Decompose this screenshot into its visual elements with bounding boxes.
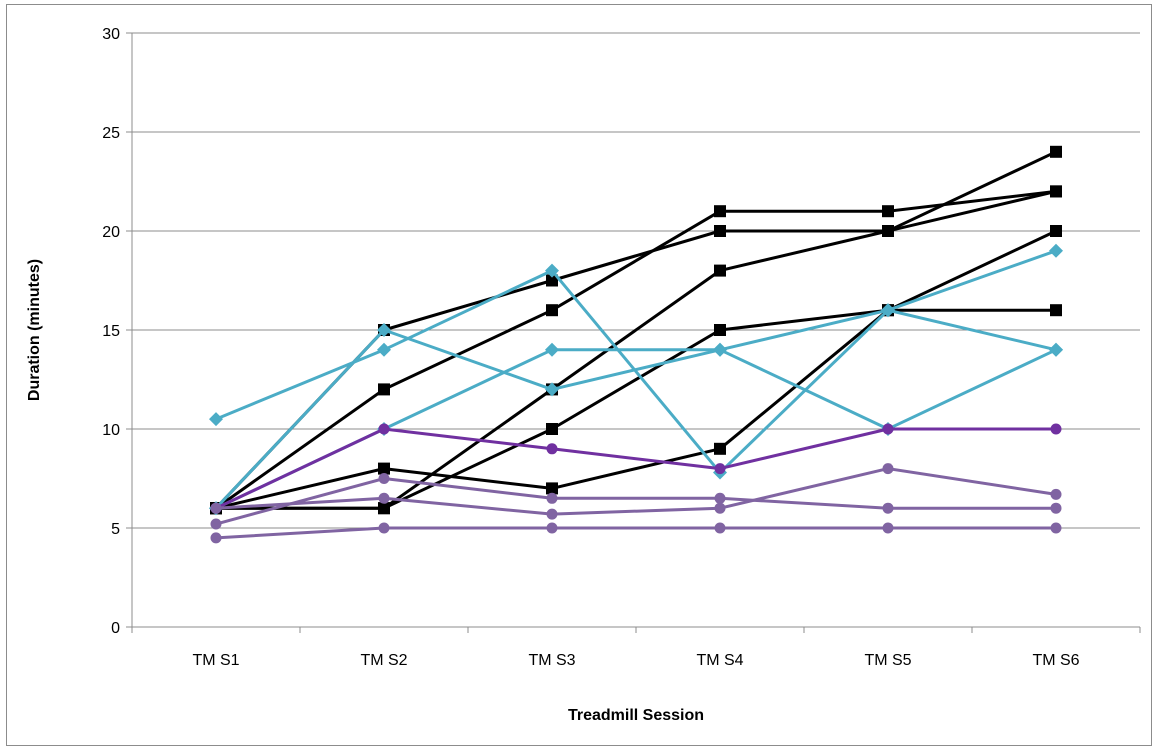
- data-point-circle: [882, 423, 894, 435]
- data-point-square: [546, 274, 558, 287]
- series-line: [215, 467, 1057, 516]
- data-point-diamond: [377, 323, 391, 337]
- x-tick-label: TM S5: [864, 652, 911, 669]
- data-point-diamond: [1049, 243, 1063, 258]
- y-tick-label: 5: [111, 521, 120, 538]
- data-point-diamond: [545, 382, 559, 397]
- series-7: [209, 323, 1063, 516]
- series-line: [215, 269, 1057, 475]
- series-12: [210, 522, 1062, 544]
- data-point-square: [714, 442, 726, 455]
- x-tick-labels: TM S1 TM S2 TM S3 TM S4 TM S5 TM S6: [131, 627, 1141, 669]
- data-point-square: [714, 324, 726, 336]
- x-tick-label: TM S1: [192, 652, 239, 669]
- data-point-circle: [378, 423, 390, 435]
- data-point-square: [1050, 304, 1062, 317]
- y-axis-title: Duration (minutes): [26, 259, 43, 401]
- data-point-square: [1050, 225, 1062, 237]
- data-point-circle: [546, 522, 558, 534]
- data-point-circle: [882, 463, 894, 475]
- series-line: [215, 477, 1056, 526]
- chart-frame: [6, 4, 1152, 746]
- y-tick-label: 20: [102, 224, 120, 241]
- y-tick-label: 15: [102, 323, 120, 340]
- data-point-circle: [210, 518, 222, 530]
- data-point-circle: [882, 522, 894, 534]
- data-point-square: [882, 205, 894, 218]
- data-point-circle: [378, 522, 390, 534]
- data-point-circle: [714, 492, 726, 504]
- data-point-circle: [546, 492, 558, 504]
- x-tick-label: TM S3: [528, 652, 575, 669]
- data-point-diamond: [1049, 342, 1063, 357]
- y-tick-label: 0: [111, 620, 120, 637]
- data-point-circle: [546, 443, 558, 455]
- y-tick-label: 10: [102, 422, 120, 439]
- x-tick-label: TM S6: [1032, 652, 1079, 669]
- data-point-circle: [714, 522, 726, 534]
- series-6: [209, 263, 1063, 480]
- data-point-square: [714, 264, 726, 277]
- data-point-circle: [1050, 522, 1062, 534]
- data-point-square: [546, 423, 558, 435]
- data-point-diamond: [713, 342, 727, 357]
- data-point-square: [378, 502, 390, 515]
- data-point-diamond: [881, 303, 895, 318]
- data-point-square: [378, 383, 390, 396]
- data-point-circle: [378, 492, 390, 504]
- gridlines: [126, 32, 1140, 628]
- series-4: [210, 304, 1062, 515]
- data-point-circle: [210, 532, 222, 544]
- series-line: [215, 229, 1057, 510]
- data-point-circle: [714, 463, 726, 475]
- data-point-diamond: [545, 263, 559, 278]
- data-point-circle: [210, 502, 222, 514]
- data-point-circle: [546, 508, 558, 520]
- series-line: [214, 328, 1057, 510]
- data-point-circle: [1050, 423, 1062, 435]
- data-point-circle: [378, 473, 390, 484]
- series-line: [215, 189, 1057, 510]
- y-tick-label: 25: [102, 125, 120, 142]
- data-point-square: [546, 482, 558, 495]
- series-line: [215, 526, 1056, 540]
- x-tick-label: TM S4: [696, 652, 743, 669]
- data-point-square: [1050, 185, 1062, 198]
- data-point-square: [714, 205, 726, 218]
- y-tick-label: 30: [102, 26, 120, 43]
- y-tick-labels: 0 5 10 15 20 25 30: [102, 26, 120, 637]
- x-axis-title: Treadmill Session: [568, 707, 704, 724]
- data-point-circle: [1050, 502, 1062, 514]
- x-tick-label: TM S2: [360, 652, 407, 669]
- series-lines: [209, 145, 1063, 544]
- data-point-diamond: [209, 412, 223, 427]
- data-point-square: [882, 225, 894, 237]
- data-point-square: [378, 462, 390, 475]
- data-point-square: [714, 225, 726, 237]
- data-point-circle: [714, 502, 726, 514]
- data-point-circle: [1050, 488, 1062, 500]
- data-point-diamond: [545, 342, 559, 357]
- data-point-circle: [882, 502, 894, 514]
- data-point-square: [546, 304, 558, 317]
- series-11: [210, 463, 1062, 520]
- series-line: [215, 427, 1056, 510]
- series-line: [216, 308, 1056, 510]
- data-point-square: [1050, 145, 1062, 158]
- series-10: [210, 473, 1062, 530]
- data-point-diamond: [377, 342, 391, 357]
